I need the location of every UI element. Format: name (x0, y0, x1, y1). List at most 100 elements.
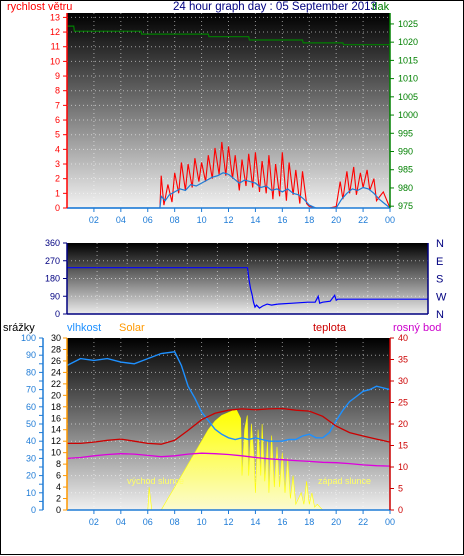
rain-tick-label: 90 (26, 350, 36, 360)
compass-tick-label: W (436, 291, 447, 303)
solar-tick-label: 2 (56, 494, 61, 504)
x-tick-label: 00 (385, 215, 395, 225)
x-tick-label: 20 (331, 517, 341, 527)
left-tick-label: 8 (55, 86, 60, 96)
solar-axis-title: Solar (119, 322, 145, 334)
x-tick-label: 02 (89, 517, 99, 527)
temp-tick-label: 35 (398, 355, 408, 365)
rain-tick-label: 20 (26, 471, 36, 481)
rain-tick-label: 70 (26, 385, 36, 395)
x-tick-label: 08 (170, 517, 180, 527)
temperature-series-line (67, 407, 391, 445)
x-tick-label: 06 (143, 517, 153, 527)
x-tick-label: 16 (277, 517, 287, 527)
x-tick-label: 06 (143, 215, 153, 225)
x-tick-label: 22 (358, 215, 368, 225)
pressure-series-line (67, 25, 390, 46)
temp-tick-label: 10 (398, 462, 408, 472)
compass-tick-label: N (436, 309, 444, 321)
solar-tick-label: 18 (51, 402, 61, 412)
x-tick-label: 04 (116, 215, 126, 225)
solar-tick-label: 22 (51, 379, 61, 389)
dewpoint-axis-title: rosný bod (393, 322, 442, 334)
rain-tick-label: 30 (26, 453, 36, 463)
wind-gust-series-line (67, 141, 391, 209)
rain-tick-label: 80 (26, 367, 36, 377)
x-tick-label: 12 (223, 517, 233, 527)
left-tick-label: 2 (55, 174, 60, 184)
compass-tick-label: N (436, 238, 444, 250)
solar-tick-label: 0 (56, 505, 61, 515)
temp-tick-label: 30 (398, 376, 408, 386)
x-tick-label: 22 (358, 517, 368, 527)
sunset-label: západ slunce (318, 476, 372, 486)
x-tick-label: 16 (277, 215, 287, 225)
left-tick-label: 0 (55, 203, 60, 213)
left-tick-label: 12 (50, 27, 60, 37)
temp-tick-label: 0 (398, 505, 403, 515)
left-tick-label: 7 (55, 100, 60, 110)
sunrise-label: východ slunce (127, 476, 185, 486)
left-tick-label: 13 (50, 12, 60, 22)
right-tick-label: 1005 (398, 92, 418, 102)
right-tick-label: 1015 (398, 55, 418, 65)
solar-tick-label: 4 (56, 482, 61, 492)
pressure-axis-title: tlak (372, 1, 390, 13)
solar-tick-label: 26 (51, 356, 61, 366)
x-tick-label: 14 (250, 517, 260, 527)
rain-tick-label: 60 (26, 402, 36, 412)
temp-tick-label: 15 (398, 441, 408, 451)
x-tick-label: 10 (197, 517, 207, 527)
right-tick-label: 1025 (398, 19, 418, 29)
left-tick-label: 4 (55, 144, 60, 154)
rain-tick-label: 10 (26, 488, 36, 498)
left-tick-label: 360 (45, 238, 60, 248)
solar-tick-label: 10 (51, 448, 61, 458)
compass-tick-label: S (436, 274, 443, 286)
left-tick-label: 270 (45, 256, 60, 266)
temp-tick-label: 20 (398, 419, 408, 429)
x-tick-label: 02 (89, 215, 99, 225)
temp-tick-label: 5 (398, 484, 403, 494)
left-tick-label: 180 (45, 274, 60, 284)
left-tick-label: 1 (55, 188, 60, 198)
right-tick-label: 995 (398, 128, 413, 138)
solar-tick-label: 14 (51, 425, 61, 435)
x-tick-label: 18 (304, 215, 314, 225)
humidity-series-line (66, 351, 391, 442)
left-tick-label: 10 (50, 56, 60, 66)
wind-pressure-panel: 0123456789101112139759809859909951000100… (50, 12, 418, 225)
x-tick-label: 12 (223, 215, 233, 225)
temperature-axis-title: teplota (313, 322, 347, 334)
rain-tick-label: 100 (21, 333, 36, 343)
wind-direction-series-line (67, 267, 428, 309)
temp-tick-label: 40 (398, 333, 408, 343)
chart-title: 24 hour graph day : 05 September 2013 (173, 1, 377, 13)
solar-tick-label: 16 (51, 413, 61, 423)
left-tick-label: 11 (51, 42, 60, 52)
x-tick-label: 14 (250, 215, 260, 225)
x-tick-label: 10 (197, 215, 207, 225)
wind-avg-series-line (67, 172, 391, 209)
right-tick-label: 985 (398, 165, 413, 175)
solar-series-area (67, 409, 390, 511)
left-tick-label: 6 (55, 115, 60, 125)
x-tick-label: 08 (170, 215, 180, 225)
left-tick-label: 5 (55, 130, 60, 140)
wind-speed-axis-title: rychlost větru (7, 1, 73, 13)
solar-tick-label: 8 (56, 459, 61, 469)
x-tick-label: 20 (331, 215, 341, 225)
humidity-axis-title: vlhkost (67, 322, 102, 334)
temp-tick-label: 25 (398, 398, 408, 408)
left-tick-label: 90 (50, 291, 60, 301)
dewpoint-series-line (66, 452, 391, 467)
right-tick-label: 1000 (398, 110, 418, 120)
rain-axis-title: srážky (3, 322, 35, 334)
rain-tick-label: 0 (31, 505, 36, 515)
right-tick-label: 975 (398, 201, 413, 211)
solar-tick-label: 20 (51, 390, 61, 400)
solar-tick-label: 28 (51, 344, 61, 354)
rain-tick-label: 50 (26, 419, 36, 429)
